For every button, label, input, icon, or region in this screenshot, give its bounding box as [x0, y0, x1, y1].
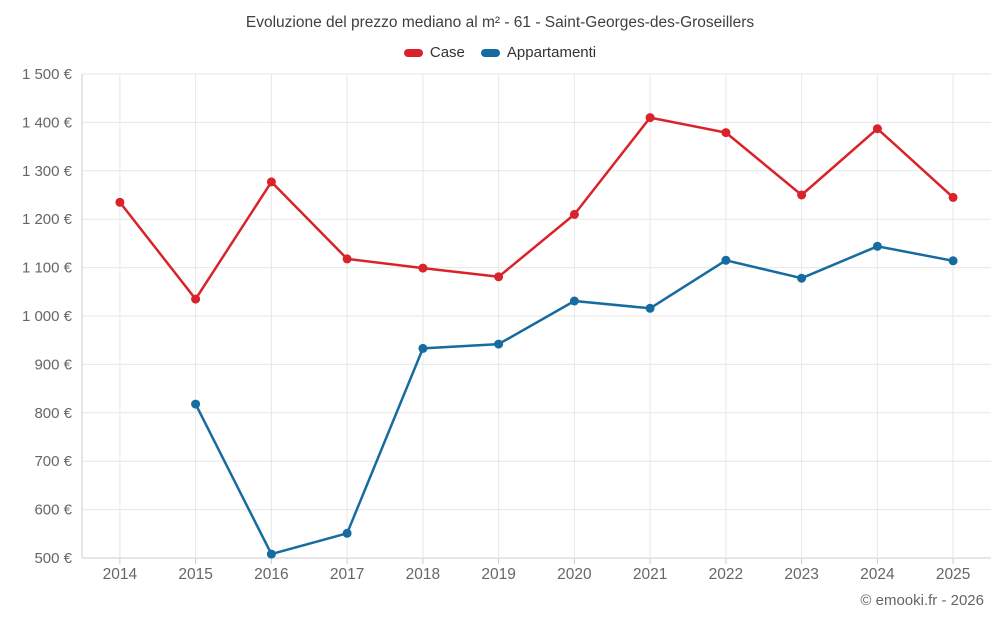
- x-tick-label: 2014: [103, 566, 138, 583]
- data-point-case-2021[interactable]: [645, 113, 655, 123]
- x-tick-label: 2018: [406, 566, 440, 583]
- data-point-case-2016[interactable]: [266, 177, 276, 187]
- x-tick-label: 2015: [178, 566, 212, 583]
- data-point-appartamenti-2023[interactable]: [797, 273, 807, 283]
- data-point-appartamenti-2015[interactable]: [191, 399, 201, 409]
- data-point-case-2020[interactable]: [569, 209, 579, 219]
- y-tick-label: 1 200 €: [22, 211, 73, 228]
- data-point-case-2025[interactable]: [948, 192, 958, 202]
- data-point-case-2017[interactable]: [342, 254, 352, 264]
- case-series-swatch-icon: [403, 48, 423, 57]
- data-point-case-2018[interactable]: [418, 263, 428, 273]
- x-tick-label: 2025: [936, 566, 970, 583]
- y-tick-label: 500 €: [34, 550, 72, 567]
- x-tick-label: 2019: [481, 566, 515, 583]
- x-tick-label: 2020: [557, 566, 592, 583]
- attribution-text: © emooki.fr - 2026: [860, 592, 984, 609]
- y-tick-label: 1 500 €: [22, 66, 73, 83]
- legend-label-case: Case: [429, 44, 465, 61]
- legend-item-appartamenti[interactable]: Appartamenti: [480, 44, 597, 61]
- data-point-appartamenti-2020[interactable]: [569, 296, 579, 306]
- y-tick-label: 1 000 €: [22, 308, 73, 325]
- data-point-case-2019[interactable]: [494, 272, 504, 282]
- data-point-case-2015[interactable]: [191, 294, 201, 304]
- data-point-case-2014[interactable]: [115, 197, 125, 207]
- chart-legend: Case Appartamenti: [0, 44, 1000, 61]
- data-point-appartamenti-2021[interactable]: [645, 303, 655, 313]
- y-tick-label: 1 400 €: [22, 114, 73, 131]
- data-point-appartamenti-2018[interactable]: [418, 343, 428, 353]
- data-point-case-2023[interactable]: [797, 190, 807, 200]
- data-point-case-2024[interactable]: [872, 124, 882, 134]
- x-tick-label: 2021: [633, 566, 667, 583]
- legend-item-case[interactable]: Case: [403, 44, 465, 61]
- x-tick-label: 2017: [330, 566, 364, 583]
- y-tick-label: 1 100 €: [22, 260, 73, 277]
- y-tick-label: 600 €: [34, 502, 72, 519]
- x-tick-label: 2024: [860, 566, 895, 583]
- data-point-appartamenti-2019[interactable]: [494, 339, 504, 349]
- data-point-appartamenti-2016[interactable]: [266, 549, 276, 559]
- chart-title: Evoluzione del prezzo mediano al m² - 61…: [245, 14, 755, 31]
- series-line-case: [118, 116, 955, 301]
- x-tick-label: 2022: [709, 566, 743, 583]
- data-point-case-2022[interactable]: [721, 128, 731, 138]
- data-point-appartamenti-2022[interactable]: [721, 255, 731, 265]
- y-tick-label: 900 €: [34, 356, 72, 373]
- data-point-appartamenti-2017[interactable]: [342, 528, 352, 538]
- x-tick-label: 2016: [254, 566, 288, 583]
- data-point-appartamenti-2025[interactable]: [948, 256, 958, 266]
- y-tick-label: 800 €: [34, 405, 72, 422]
- x-tick-label: 2023: [784, 566, 818, 583]
- legend-label-appartamenti: Appartamenti: [506, 44, 597, 61]
- data-point-appartamenti-2024[interactable]: [872, 241, 882, 251]
- y-tick-label: 1 300 €: [22, 163, 73, 180]
- y-tick-label: 700 €: [34, 453, 72, 470]
- appartamenti-series-swatch-icon: [480, 48, 500, 57]
